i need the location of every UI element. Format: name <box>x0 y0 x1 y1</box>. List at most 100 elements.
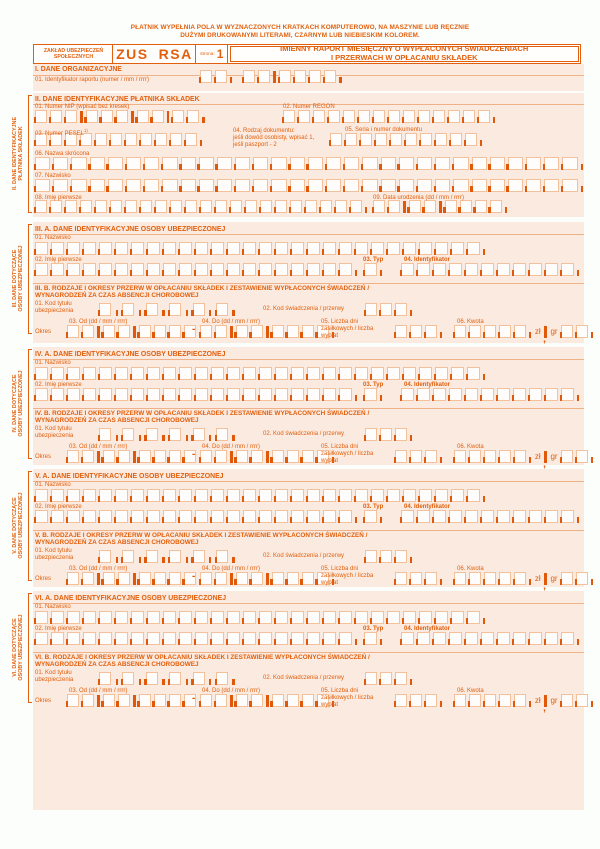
person-first-name-boxes[interactable] <box>33 388 358 401</box>
char-box[interactable] <box>415 632 430 645</box>
date-to-boxes[interactable] <box>198 694 334 707</box>
char-box[interactable] <box>81 632 96 645</box>
char-box[interactable] <box>161 488 176 502</box>
char-box[interactable] <box>449 366 464 380</box>
char-box[interactable] <box>80 694 94 707</box>
char-box[interactable] <box>241 366 256 380</box>
char-box[interactable] <box>191 302 205 316</box>
char-box[interactable] <box>270 156 287 170</box>
char-box[interactable] <box>80 572 94 585</box>
char-box[interactable] <box>129 632 144 645</box>
char-box[interactable] <box>574 325 589 338</box>
char-box[interactable] <box>322 70 337 83</box>
char-box[interactable] <box>49 241 64 255</box>
char-box[interactable] <box>543 263 558 276</box>
char-box[interactable] <box>527 632 542 645</box>
char-box[interactable] <box>273 263 288 276</box>
char-box[interactable] <box>33 241 48 255</box>
char-box[interactable] <box>431 263 446 276</box>
char-box[interactable] <box>69 179 87 192</box>
char-box[interactable] <box>543 388 558 401</box>
char-box[interactable] <box>378 427 392 441</box>
char-box[interactable] <box>113 632 128 645</box>
char-box[interactable] <box>129 388 144 401</box>
char-box[interactable] <box>257 488 272 502</box>
char-box[interactable] <box>378 302 392 316</box>
char-box[interactable] <box>433 156 451 170</box>
char-box[interactable] <box>318 200 332 213</box>
char-box[interactable] <box>403 133 417 146</box>
char-box[interactable] <box>363 427 377 441</box>
char-box[interactable] <box>152 694 166 707</box>
char-box[interactable] <box>213 200 227 213</box>
char-box[interactable] <box>129 510 144 523</box>
char-box[interactable] <box>185 110 200 123</box>
char-box[interactable] <box>81 366 96 380</box>
char-box[interactable] <box>511 263 526 276</box>
char-box[interactable] <box>305 366 320 380</box>
char-box[interactable] <box>511 510 526 523</box>
char-box[interactable] <box>431 510 446 523</box>
benefit-code-boxes[interactable] <box>363 549 413 563</box>
char-box[interactable] <box>342 156 360 170</box>
char-box[interactable] <box>463 263 478 276</box>
char-box[interactable] <box>193 510 208 523</box>
char-box[interactable] <box>479 632 494 645</box>
char-box[interactable] <box>191 671 205 685</box>
char-box[interactable] <box>417 366 432 380</box>
char-box[interactable] <box>138 133 152 146</box>
char-box[interactable] <box>113 263 128 276</box>
char-box[interactable] <box>257 632 272 645</box>
char-box[interactable] <box>152 450 166 463</box>
char-box[interactable] <box>482 325 496 338</box>
char-box[interactable] <box>289 263 304 276</box>
char-box[interactable] <box>348 200 362 213</box>
char-box[interactable] <box>479 388 494 401</box>
char-box[interactable] <box>142 179 160 192</box>
char-box[interactable] <box>289 610 304 624</box>
char-box[interactable] <box>393 671 407 685</box>
char-box[interactable] <box>463 133 477 146</box>
char-box[interactable] <box>415 263 430 276</box>
char-box[interactable] <box>527 510 542 523</box>
char-box[interactable] <box>33 200 47 213</box>
identifier-boxes[interactable] <box>399 632 580 645</box>
char-box[interactable] <box>524 156 542 170</box>
char-box[interactable] <box>422 200 436 213</box>
char-box[interactable] <box>257 388 272 401</box>
char-box[interactable] <box>144 302 158 316</box>
char-box[interactable] <box>561 179 578 192</box>
char-box[interactable] <box>385 488 400 502</box>
char-box[interactable] <box>401 241 416 255</box>
char-box[interactable] <box>482 572 496 585</box>
char-box[interactable] <box>33 366 48 380</box>
char-box[interactable] <box>198 70 212 83</box>
char-box[interactable] <box>88 179 105 192</box>
char-box[interactable] <box>433 241 448 255</box>
char-box[interactable] <box>114 110 128 123</box>
char-box[interactable] <box>270 179 287 192</box>
char-box[interactable] <box>209 388 224 401</box>
char-box[interactable] <box>373 133 387 146</box>
char-box[interactable] <box>379 156 396 170</box>
char-box[interactable] <box>65 610 80 624</box>
char-box[interactable] <box>277 70 292 83</box>
char-box[interactable] <box>482 694 496 707</box>
char-box[interactable] <box>305 388 320 401</box>
char-box[interactable] <box>33 133 47 146</box>
char-box[interactable] <box>470 179 487 192</box>
char-box[interactable] <box>241 70 256 83</box>
char-box[interactable] <box>160 156 178 170</box>
char-box[interactable] <box>542 179 560 192</box>
char-box[interactable] <box>467 572 481 585</box>
person-surname-boxes[interactable] <box>33 488 486 502</box>
char-box[interactable] <box>225 263 240 276</box>
char-box[interactable] <box>65 241 80 255</box>
char-box[interactable] <box>321 632 336 645</box>
char-box[interactable] <box>63 200 77 213</box>
char-box[interactable] <box>81 610 96 624</box>
char-box[interactable] <box>88 156 105 170</box>
char-box[interactable] <box>285 325 299 338</box>
char-box[interactable] <box>467 694 481 707</box>
char-box[interactable] <box>448 133 462 146</box>
